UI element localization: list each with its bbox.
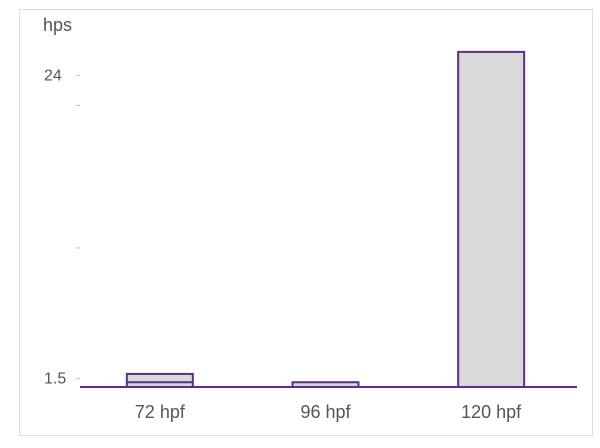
bar-120-hpf	[457, 50, 526, 388]
y-axis-unit-label: hps	[43, 15, 72, 35]
x-category-label: 72 hpf	[135, 402, 186, 422]
y-tick-label: 1.5	[44, 371, 66, 388]
y-axis-ticks: 1.5 24	[44, 68, 80, 388]
x-category-label: 96 hpf	[300, 402, 351, 422]
y-tick-label: 24	[44, 68, 62, 85]
bar-72-hpf	[125, 372, 194, 388]
bars	[125, 50, 526, 389]
x-axis-category-labels: 72 hpf 96 hpf 120 hpf	[135, 402, 522, 422]
x-category-label: 120 hpf	[461, 402, 522, 422]
